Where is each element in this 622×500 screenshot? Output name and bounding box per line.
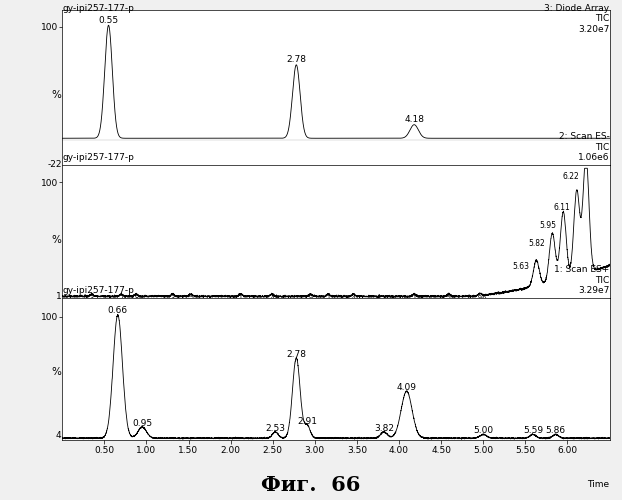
Text: 2.12: 2.12 <box>233 295 248 301</box>
Text: 1: 1 <box>56 292 62 302</box>
Text: 2.91: 2.91 <box>297 418 317 426</box>
Text: 4.96: 4.96 <box>472 295 488 301</box>
Text: 0.66: 0.66 <box>108 306 128 316</box>
Text: 4.18: 4.18 <box>404 115 424 124</box>
Text: -22: -22 <box>47 160 62 170</box>
Text: 6.22: 6.22 <box>562 172 579 181</box>
Text: 0.88: 0.88 <box>128 295 144 301</box>
Text: 4.18: 4.18 <box>406 295 422 301</box>
Text: %: % <box>52 367 62 377</box>
Text: 3.16: 3.16 <box>320 295 336 301</box>
Text: gy-ipi257-177-p: gy-ipi257-177-p <box>62 4 134 13</box>
Text: 4: 4 <box>56 430 62 440</box>
Text: 5.63: 5.63 <box>513 262 529 272</box>
Text: 3: Diode Array
TIC
3.20e7: 3: Diode Array TIC 3.20e7 <box>544 4 610 34</box>
Text: 5.82: 5.82 <box>529 240 545 248</box>
Text: 0.95: 0.95 <box>132 418 152 428</box>
Text: 2.95: 2.95 <box>303 295 318 301</box>
Text: %: % <box>52 235 62 245</box>
Text: 5.00: 5.00 <box>473 426 493 435</box>
Text: gy-ipi257-177-p: gy-ipi257-177-p <box>62 286 134 296</box>
Text: 1.31: 1.31 <box>165 295 180 301</box>
Text: 2: Scan ES-
TIC
1.06e6: 2: Scan ES- TIC 1.06e6 <box>559 132 610 162</box>
Text: 0.35: 0.35 <box>84 295 100 301</box>
Text: 4.59: 4.59 <box>441 295 457 301</box>
Text: 1: Scan ES+
TIC
3.29e7: 1: Scan ES+ TIC 3.29e7 <box>554 266 610 296</box>
Text: 3.46: 3.46 <box>346 295 361 301</box>
Text: 6.11: 6.11 <box>553 204 570 212</box>
Text: 0.70: 0.70 <box>113 295 129 301</box>
Text: 5.86: 5.86 <box>545 426 566 435</box>
Text: 2.78: 2.78 <box>286 350 306 358</box>
Text: 2.78: 2.78 <box>286 55 306 64</box>
Text: %: % <box>52 90 62 100</box>
Text: 2.49: 2.49 <box>264 295 280 301</box>
Text: gy-ipi257-177-p: gy-ipi257-177-p <box>62 153 134 162</box>
Text: 5.59: 5.59 <box>523 426 543 435</box>
Text: Time: Time <box>587 480 610 488</box>
Text: 5.95: 5.95 <box>539 220 557 230</box>
Text: 0.55: 0.55 <box>98 16 119 24</box>
Text: Фиг.  66: Фиг. 66 <box>261 475 361 495</box>
Text: 4.09: 4.09 <box>397 383 417 392</box>
Text: 1.53: 1.53 <box>183 295 199 301</box>
Text: 2.53: 2.53 <box>265 424 285 432</box>
Text: 3.82: 3.82 <box>374 424 394 432</box>
